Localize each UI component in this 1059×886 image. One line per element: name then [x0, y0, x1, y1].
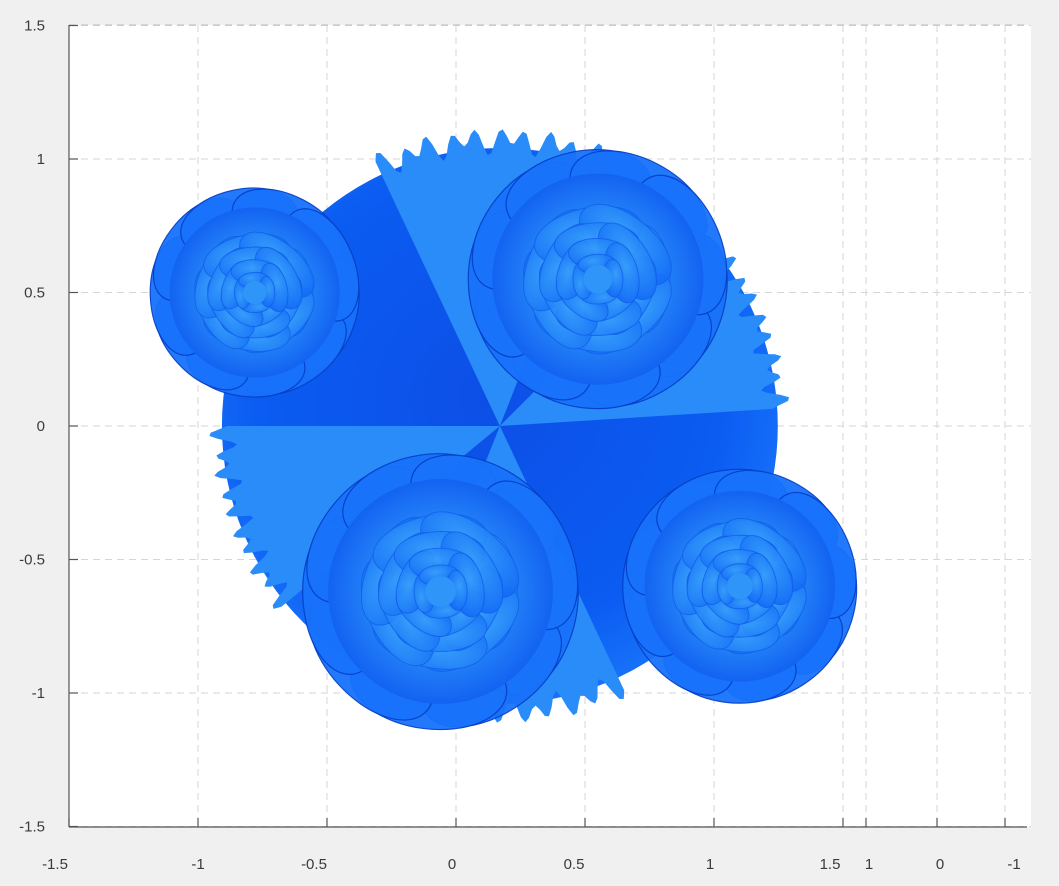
x-extra-tick-label: 0 [936, 856, 944, 873]
x-tick-label: 1.5 [820, 856, 841, 873]
rose-center [425, 576, 456, 607]
rose-center [243, 280, 267, 305]
rose-center [583, 264, 613, 294]
rose-center [726, 573, 753, 600]
rose-top [467, 149, 728, 410]
x-tick-label: -0.5 [301, 856, 327, 873]
y-tick-label: -1 [32, 685, 45, 702]
y-tick-label: 1.5 [24, 18, 45, 35]
y-tick-label: -1.5 [19, 819, 45, 836]
y-tick-label: 1 [37, 151, 45, 168]
x-axis-ticks: -1.5 -1 -0.5 0 0.5 1 1.5 1 0 -1 [42, 818, 1021, 873]
y-axis-ticks: 1.5 1 0.5 0 -0.5 -1 -1.5 [19, 18, 78, 836]
x-extra-tick-label: 1 [865, 856, 873, 873]
rose-bottom [302, 453, 579, 731]
rose-surface [149, 129, 858, 731]
rose-left [149, 187, 360, 398]
y-tick-label: 0.5 [24, 285, 45, 302]
rose-right [622, 468, 858, 704]
x-tick-label: 0.5 [564, 856, 585, 873]
x-tick-label: 1 [706, 856, 714, 873]
y-tick-label: 0 [37, 418, 45, 435]
x-extra-tick-label: -1 [1007, 856, 1020, 873]
y-tick-label: -0.5 [19, 552, 45, 569]
x-tick-label: -1.5 [42, 856, 68, 873]
x-tick-label: -1 [191, 856, 204, 873]
x-tick-label: 0 [448, 856, 456, 873]
